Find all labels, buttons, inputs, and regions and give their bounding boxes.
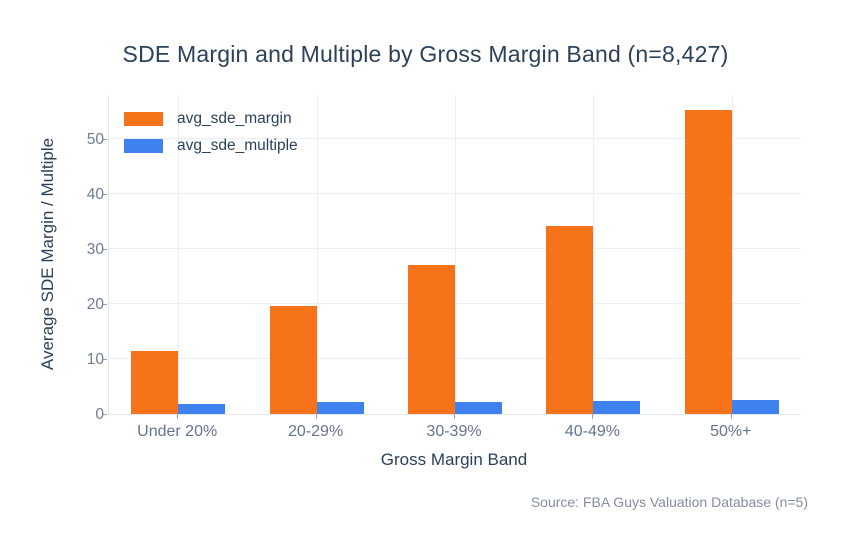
y-tick-mark	[102, 414, 107, 415]
y-tick-label: 40	[86, 186, 104, 204]
horizontal-gridline	[109, 248, 801, 250]
category-column	[386, 95, 524, 414]
x-tick-label: 30-39%	[426, 423, 482, 440]
x-tick-mark	[592, 414, 594, 419]
legend-label: avg_sde_margin	[177, 110, 292, 127]
x-tick-label: 50%+	[710, 423, 752, 440]
y-tick-label: 20	[86, 296, 104, 314]
bar-avg_sde_multiple	[593, 401, 641, 414]
y-tick-label: 10	[86, 351, 104, 369]
x-tick-mark	[454, 414, 455, 419]
bar-avg_sde_multiple	[178, 404, 226, 414]
bar-avg_sde_margin	[407, 265, 455, 414]
category-column	[109, 95, 247, 414]
vertical-gridline	[731, 95, 733, 414]
legend: avg_sde_margin avg_sde_multiple	[124, 110, 298, 166]
y-tick-label: 0	[95, 406, 104, 423]
y-tick-mark	[102, 359, 107, 361]
bar-avg_sde_multiple	[731, 400, 779, 414]
bar-avg_sde_multiple	[316, 402, 364, 414]
chart-title: SDE Margin and Multiple by Gross Margin …	[122, 41, 729, 67]
y-tick-mark	[102, 139, 107, 141]
bar-avg_sde_margin	[684, 110, 732, 414]
x-tick-mark	[177, 414, 179, 419]
x-tick-label: 20-29%	[288, 423, 344, 440]
horizontal-gridline	[109, 193, 801, 195]
y-tick-mark	[102, 304, 107, 306]
vertical-gridline	[593, 95, 595, 414]
horizontal-gridline	[109, 303, 801, 305]
bar-avg_sde_margin	[269, 306, 317, 414]
horizontal-gridline	[109, 358, 801, 360]
y-tick-label: 50	[86, 131, 104, 149]
category-column	[524, 95, 662, 414]
bar-avg_sde_margin	[546, 226, 594, 414]
y-tick-mark	[102, 194, 107, 196]
plot-area	[108, 95, 801, 415]
legend-item-avg_sde_multiple[interactable]: avg_sde_multiple	[124, 137, 298, 154]
x-axis-title: Gross Margin Band	[380, 450, 528, 469]
x-tick-label: 40-49%	[564, 423, 620, 440]
x-tick-label: Under 20%	[137, 423, 218, 440]
vertical-gridline	[178, 95, 180, 414]
category-column	[247, 95, 385, 414]
x-tick-mark	[315, 414, 317, 419]
horizontal-gridline	[109, 138, 801, 140]
bar-avg_sde_margin	[131, 351, 179, 414]
legend-item-avg_sde_margin[interactable]: avg_sde_margin	[124, 110, 298, 127]
legend-swatch-icon	[124, 139, 163, 153]
source-note: Source: FBA Guys Valuation Database (n=5…	[530, 494, 808, 510]
vertical-gridline	[455, 95, 456, 414]
legend-swatch-icon	[124, 112, 163, 126]
bar-avg_sde_multiple	[454, 402, 502, 414]
x-tick-mark	[730, 414, 732, 419]
y-tick-label: 30	[86, 241, 104, 259]
y-tick-mark	[102, 249, 107, 251]
legend-label: avg_sde_multiple	[177, 137, 298, 154]
vertical-gridline	[316, 95, 318, 414]
category-column	[663, 95, 801, 414]
